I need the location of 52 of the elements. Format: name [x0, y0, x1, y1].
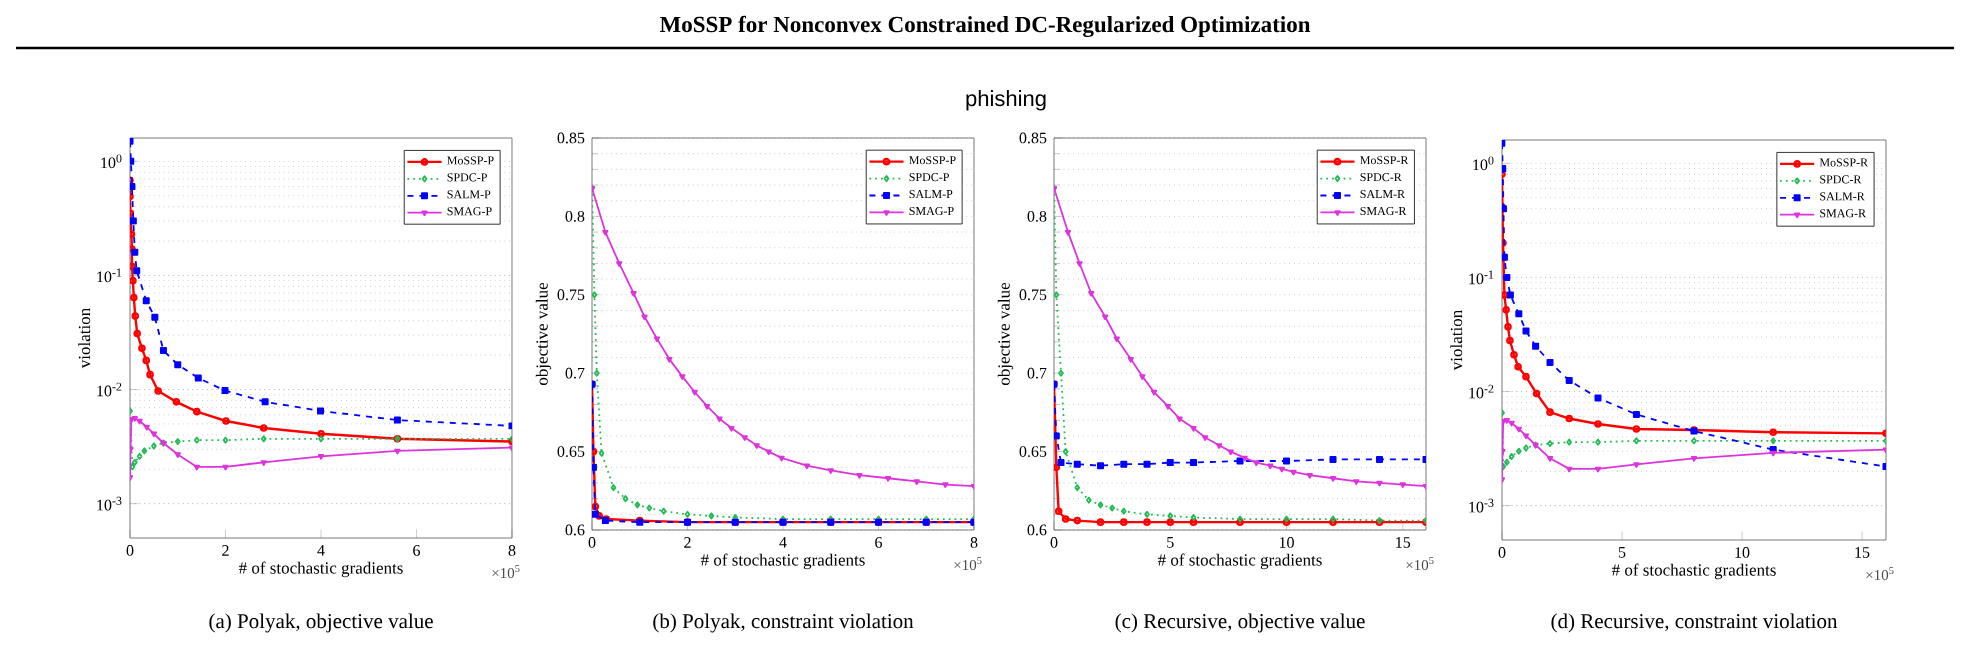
x-tick-label: 15 — [1396, 537, 1411, 548]
y-tick-label: 0.75 — [557, 289, 585, 301]
x-axis-title: # of stochastic gradients — [700, 553, 865, 570]
x-tick-label: 5 — [1618, 547, 1626, 558]
y-tick-label: 0.75 — [1019, 289, 1047, 301]
text: MoSSP for Nonconvex Constrained DC-Regularized Optimization — [659, 15, 1311, 38]
x-tick-label: 6 — [875, 537, 883, 548]
x-tick-label: 10 — [1279, 537, 1294, 548]
x-tick-label: 8 — [508, 545, 516, 556]
y-tick-label: 0.6 — [565, 524, 585, 536]
text: (a) Polyak, objective value — [209, 613, 433, 633]
x-axis-title: # of stochastic gradients — [1157, 553, 1322, 570]
x-axis-title: # of stochastic gradients — [1611, 563, 1776, 580]
x-tick-label: 0 — [1498, 547, 1506, 558]
y-tick-label: 10$^{0}$ — [1473, 156, 1494, 171]
y-tick-label: 10$^{-1}$ — [97, 268, 122, 283]
y-tick-label: 10$^{-3}$ — [1469, 498, 1494, 513]
x-tick-label: 0 — [588, 537, 596, 548]
y-tick-label: 0.65 — [557, 446, 585, 458]
x-tick-label: 8 — [970, 537, 978, 548]
x-tick-label: 4 — [779, 537, 787, 548]
y-tick-label: 0.7 — [1027, 367, 1047, 379]
text: (b) Polyak, constraint violation — [653, 613, 914, 633]
text: (c) Recursive, objective value — [1115, 613, 1365, 633]
y-tick-label: 0.65 — [1019, 446, 1047, 458]
y-tick-label: 0.85 — [557, 132, 585, 144]
y-tick-label: 10$^{-3}$ — [97, 496, 122, 511]
y-tick-label: 10$^{0}$ — [101, 154, 122, 169]
text: (d) Recursive, constraint violation — [1551, 613, 1838, 633]
x-tick-label: 2 — [684, 537, 691, 548]
x-tick-label: 4 — [317, 545, 325, 556]
y-tick-label: 0.85 — [1019, 132, 1047, 144]
x-tick-label: 15 — [1855, 547, 1870, 558]
x-tick-label: 0 — [1050, 537, 1058, 548]
y-tick-label: 10$^{-2}$ — [97, 382, 122, 397]
x-tick-label: 6 — [413, 545, 421, 556]
x-tick-label: 10 — [1735, 547, 1750, 558]
y-tick-label: 0.8 — [565, 210, 585, 222]
y-axis-title: objective value — [535, 282, 552, 386]
y-tick-label: 10$^{-1}$ — [1469, 270, 1494, 285]
y-tick-label: 0.7 — [565, 367, 585, 379]
x-tick-label: 0 — [126, 545, 134, 556]
y-tick-label: 0.6 — [1027, 524, 1047, 536]
y-tick-label: 0.8 — [1027, 210, 1047, 222]
y-axis-title: violation — [1450, 310, 1463, 371]
x-axis-title: # of stochastic gradients — [238, 561, 403, 578]
x-tick-label: 5 — [1167, 537, 1174, 548]
y-axis-title: objective value — [997, 282, 1014, 386]
chart-title: phishing — [966, 90, 1046, 111]
x-tick-label: 2 — [222, 545, 229, 556]
y-axis-title: violation — [78, 308, 91, 369]
y-tick-label: 10$^{-2}$ — [1469, 384, 1494, 399]
